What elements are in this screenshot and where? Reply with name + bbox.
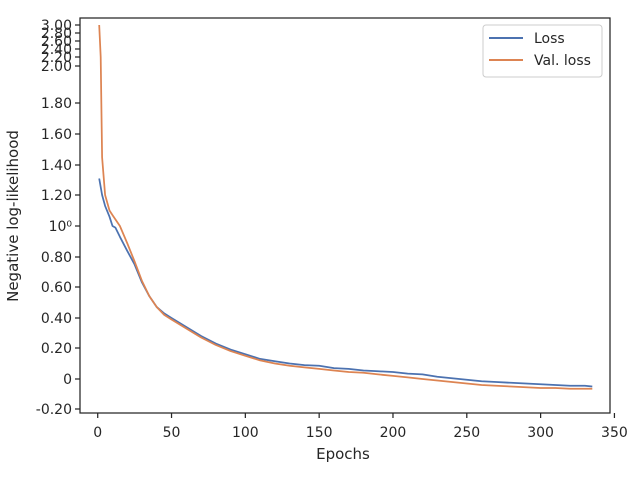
x-tick-label: 250 <box>453 425 480 441</box>
y-tick-label: 2.40 <box>41 42 72 58</box>
y-tick-label: 1.80 <box>41 96 72 112</box>
legend-label-val-loss: Val. loss <box>534 53 591 69</box>
y-tick-label: 0.80 <box>41 250 72 266</box>
y-tick-label: 2.20 <box>41 50 72 66</box>
y-tick-label: 1.20 <box>41 188 72 204</box>
x-tick-label: 100 <box>232 425 259 441</box>
y-tick-label: 0.60 <box>41 280 72 296</box>
x-tick-label: 0 <box>93 425 102 441</box>
legend: Loss Val. loss <box>482 24 603 78</box>
y-tick-label: 0.40 <box>41 311 72 327</box>
x-axis-title: Epochs <box>316 445 370 463</box>
x-tick-label: 50 <box>163 425 181 441</box>
x-tick-label: 200 <box>380 425 407 441</box>
series-line-val-loss <box>98 24 593 390</box>
x-tick-label: 150 <box>306 425 333 441</box>
legend-label-loss: Loss <box>534 31 565 47</box>
y-tick-label: 3.00 <box>41 18 72 34</box>
y-tick-label: 2.60 <box>41 34 72 50</box>
y-tick-label: 10⁰ <box>49 219 73 235</box>
plot-frame <box>79 17 611 414</box>
y-tick-label: 2.00 <box>41 59 72 75</box>
y-axis-title: Negative log-likelihood <box>4 130 22 302</box>
y-tick-label: 2.80 <box>41 26 72 42</box>
x-tick-label: 300 <box>527 425 554 441</box>
x-axis: 0 50 100 150 200 250 300 350 <box>93 413 628 441</box>
y-tick-label: -0.20 <box>36 402 72 418</box>
y-axis: 3.002.802.602.402.202.00 1.80 1.60 1.40 1.20… <box>36 18 80 418</box>
series-line-loss <box>98 178 593 388</box>
x-tick-label: 350 <box>601 425 628 441</box>
y-tick-label: 0 <box>63 372 72 388</box>
series-layer <box>98 24 593 390</box>
y-tick-label: 1.40 <box>41 158 72 174</box>
y-tick-label: 0.20 <box>41 341 72 357</box>
y-tick-label: 1.60 <box>41 127 72 143</box>
